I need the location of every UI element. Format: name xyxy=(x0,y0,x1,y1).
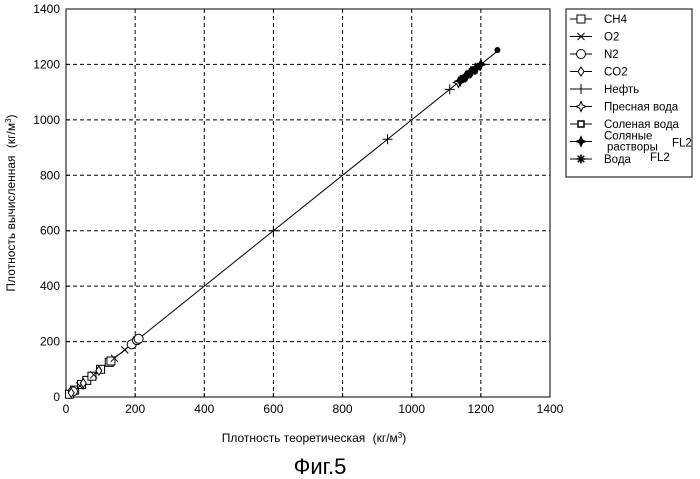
y-axis-label-text: Плотность вычисленная xyxy=(4,155,18,291)
y-tick-label: 600 xyxy=(40,224,60,238)
legend-label-suffix: FL2 xyxy=(650,152,670,164)
data-point-plus xyxy=(268,226,278,236)
legend-label: N2 xyxy=(604,49,619,61)
y-axis-label-close: ) xyxy=(4,114,18,118)
legend-label-suffix: FL2 xyxy=(672,138,692,150)
x-tick-label: 1400 xyxy=(537,402,564,416)
data-point-plus xyxy=(383,134,393,144)
data-point-plus xyxy=(445,84,455,94)
legend-label: Вода xyxy=(604,154,632,166)
legend-marker-square xyxy=(577,15,585,23)
y-tick-label: 400 xyxy=(40,279,60,293)
x-tick-label: 1200 xyxy=(468,402,495,416)
x-tick-label: 0 xyxy=(63,402,70,416)
x-tick-label: 600 xyxy=(263,402,283,416)
legend-marker-square-small xyxy=(578,121,584,127)
legend-label: CH4 xyxy=(604,14,628,26)
data-point-circle xyxy=(134,334,143,343)
x-tick-label: 1000 xyxy=(398,402,425,416)
legend-label: Соленая вода xyxy=(604,119,680,131)
x-tick-label: 800 xyxy=(333,402,353,416)
y-tick-label: 1400 xyxy=(33,2,60,16)
y-tick-label: 200 xyxy=(40,335,60,349)
legend-marker-circle xyxy=(577,50,586,59)
legend-marker-asterisk xyxy=(577,155,586,164)
x-tick-label: 200 xyxy=(125,402,145,416)
y-tick-label: 0 xyxy=(53,390,60,404)
x-tick-label: 400 xyxy=(194,402,214,416)
y-tick-label: 1000 xyxy=(33,113,60,127)
legend-label: Нефть xyxy=(604,84,639,96)
legend-label: Пресная вода xyxy=(604,102,679,114)
x-axis-label-unit: кг/м xyxy=(377,431,398,445)
figure-caption: Фиг.5 xyxy=(294,454,347,479)
x-axis-label-text: Плотность теоретическая xyxy=(222,431,366,445)
y-axis-label: Плотность вычисленная (кг/м3) xyxy=(4,114,19,291)
x-axis-label-close: ) xyxy=(402,431,406,445)
x-axis-label: Плотность теоретическая (кг/м3) xyxy=(222,431,407,446)
legend-label: CO2 xyxy=(604,67,628,79)
y-axis-label-unit: кг/м xyxy=(4,123,18,144)
data-point-x xyxy=(121,346,128,353)
y-tick-label: 800 xyxy=(40,168,60,182)
y-tick-label: 1200 xyxy=(33,57,60,71)
data-point-asterisk xyxy=(473,63,482,72)
legend-label: O2 xyxy=(604,32,619,44)
data-point-dot xyxy=(494,47,500,53)
